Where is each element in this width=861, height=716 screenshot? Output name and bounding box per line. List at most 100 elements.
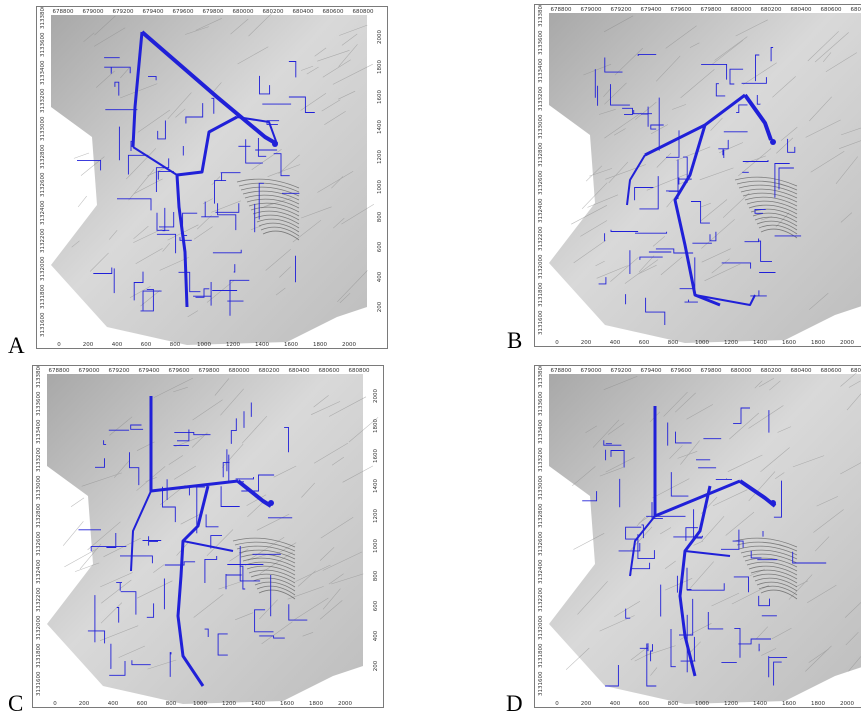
top-axis-tick: 678800 [551, 7, 572, 13]
top-axis-tick: 679000 [79, 368, 100, 374]
top-axis-tick: 680400 [289, 368, 310, 374]
left-axis-tick: 3132200 [36, 587, 42, 612]
bottom-axis-tick: 0 [53, 701, 57, 707]
left-axis-tick: 3133000 [538, 114, 544, 139]
bottom-axis-tick: 0 [57, 342, 61, 348]
bottom-axis-tick: 200 [581, 340, 592, 346]
right-axis-tick: 1400 [373, 479, 379, 493]
left-axis-tick: 3133400 [40, 60, 46, 85]
bottom-axis-tick: 2000 [342, 342, 356, 348]
right-axis-tick: 800 [377, 211, 383, 222]
outlet-point [268, 500, 274, 506]
bottom-axis-tick: 1200 [724, 340, 738, 346]
top-axis-tick: 680000 [731, 7, 752, 13]
left-axis-tick: 3132400 [538, 198, 544, 223]
bottom-axis-tick: 1200 [724, 701, 738, 707]
left-axis-tick: 3132400 [36, 559, 42, 584]
bottom-axis-tick: 1200 [222, 701, 236, 707]
left-axis-tick: 3132200 [40, 228, 46, 253]
top-axis-tick: 679800 [199, 368, 220, 374]
left-axis-tick: 3132400 [538, 559, 544, 584]
top-axis-tick: 680400 [293, 9, 314, 15]
top-axis-tick: 680200 [761, 368, 782, 374]
bottom-axis-tick: 800 [668, 701, 679, 707]
top-axis-tick: 680400 [791, 7, 812, 13]
right-axis-tick: 1600 [377, 90, 383, 104]
left-axis-tick: 3132000 [538, 615, 544, 640]
left-axis-tick: 3132800 [36, 503, 42, 528]
bottom-axis-tick: 600 [141, 342, 152, 348]
right-axis-tick: 1600 [373, 449, 379, 463]
left-axis-tick: 3132000 [40, 256, 46, 281]
bottom-axis-tick: 400 [112, 342, 123, 348]
right-axis-tick: 600 [377, 241, 383, 252]
left-axis-tick: 3133000 [40, 116, 46, 141]
outlet-point [770, 500, 776, 506]
bottom-axis-tick: 200 [79, 701, 90, 707]
right-axis-tick: 1000 [373, 539, 379, 553]
top-axis-tick: 679400 [641, 7, 662, 13]
left-axis-tick: 3131600 [40, 312, 46, 337]
panel-letter: B [507, 329, 522, 352]
left-axis-tick: 3131600 [36, 671, 42, 696]
bottom-axis-tick: 1400 [753, 701, 767, 707]
top-axis-tick: 679200 [611, 7, 632, 13]
left-axis-tick: 3132800 [538, 503, 544, 528]
bottom-axis-tick: 1400 [753, 340, 767, 346]
bottom-axis-tick: 1200 [226, 342, 240, 348]
bottom-axis-tick: 1400 [255, 342, 269, 348]
right-axis-tick: 1800 [377, 60, 383, 74]
bottom-axis-tick: 1800 [811, 701, 825, 707]
left-axis-tick: 3132600 [538, 531, 544, 556]
right-axis-tick: 400 [377, 271, 383, 282]
left-axis-tick: 3132000 [538, 254, 544, 279]
left-axis-tick: 3133400 [538, 419, 544, 444]
bottom-axis-tick: 1600 [782, 701, 796, 707]
outlet-point [272, 141, 278, 147]
bottom-axis-tick: 800 [668, 340, 679, 346]
top-axis-tick: 679600 [169, 368, 190, 374]
left-axis-tick: 3133400 [36, 419, 42, 444]
left-axis-tick: 3132800 [40, 144, 46, 169]
left-axis-tick: 3133600 [36, 391, 42, 416]
top-axis-tick: 680000 [731, 368, 752, 374]
top-axis-tick: 679200 [113, 9, 134, 15]
left-axis-tick: 3133200 [40, 88, 46, 113]
top-axis-tick: 680000 [233, 9, 254, 15]
bottom-axis-tick: 400 [108, 701, 119, 707]
left-axis-tick: 3132400 [40, 200, 46, 225]
left-axis-tick: 3131600 [538, 310, 544, 335]
left-axis-tick: 3132200 [538, 587, 544, 612]
left-axis-tick: 3132000 [36, 615, 42, 640]
top-axis-tick: 680000 [229, 368, 250, 374]
bottom-axis-tick: 600 [137, 701, 148, 707]
bottom-axis-tick: 800 [170, 342, 181, 348]
top-axis-tick: 680600 [821, 7, 842, 13]
top-axis-tick: 680400 [791, 368, 812, 374]
top-axis-tick: 679200 [611, 368, 632, 374]
right-axis-tick: 800 [373, 570, 379, 581]
top-axis-tick: 680600 [323, 9, 344, 15]
left-axis-tick: 3133400 [538, 58, 544, 83]
top-axis-tick: 679600 [671, 368, 692, 374]
right-axis-tick: 1800 [373, 419, 379, 433]
bottom-axis-tick: 400 [610, 340, 621, 346]
top-axis-tick: 679200 [109, 368, 130, 374]
left-axis-tick: 3132200 [538, 226, 544, 251]
panel-letter: D [506, 692, 523, 715]
right-axis-tick: 1200 [373, 509, 379, 523]
left-axis-tick: 3131800 [36, 643, 42, 668]
left-axis-tick: 3133600 [538, 30, 544, 55]
left-axis-tick: 3131600 [538, 671, 544, 696]
left-axis-tick: 3132600 [538, 170, 544, 195]
bottom-axis-tick: 1000 [197, 342, 211, 348]
panel-letter: A [8, 334, 25, 357]
left-axis-tick: 3133200 [538, 447, 544, 472]
